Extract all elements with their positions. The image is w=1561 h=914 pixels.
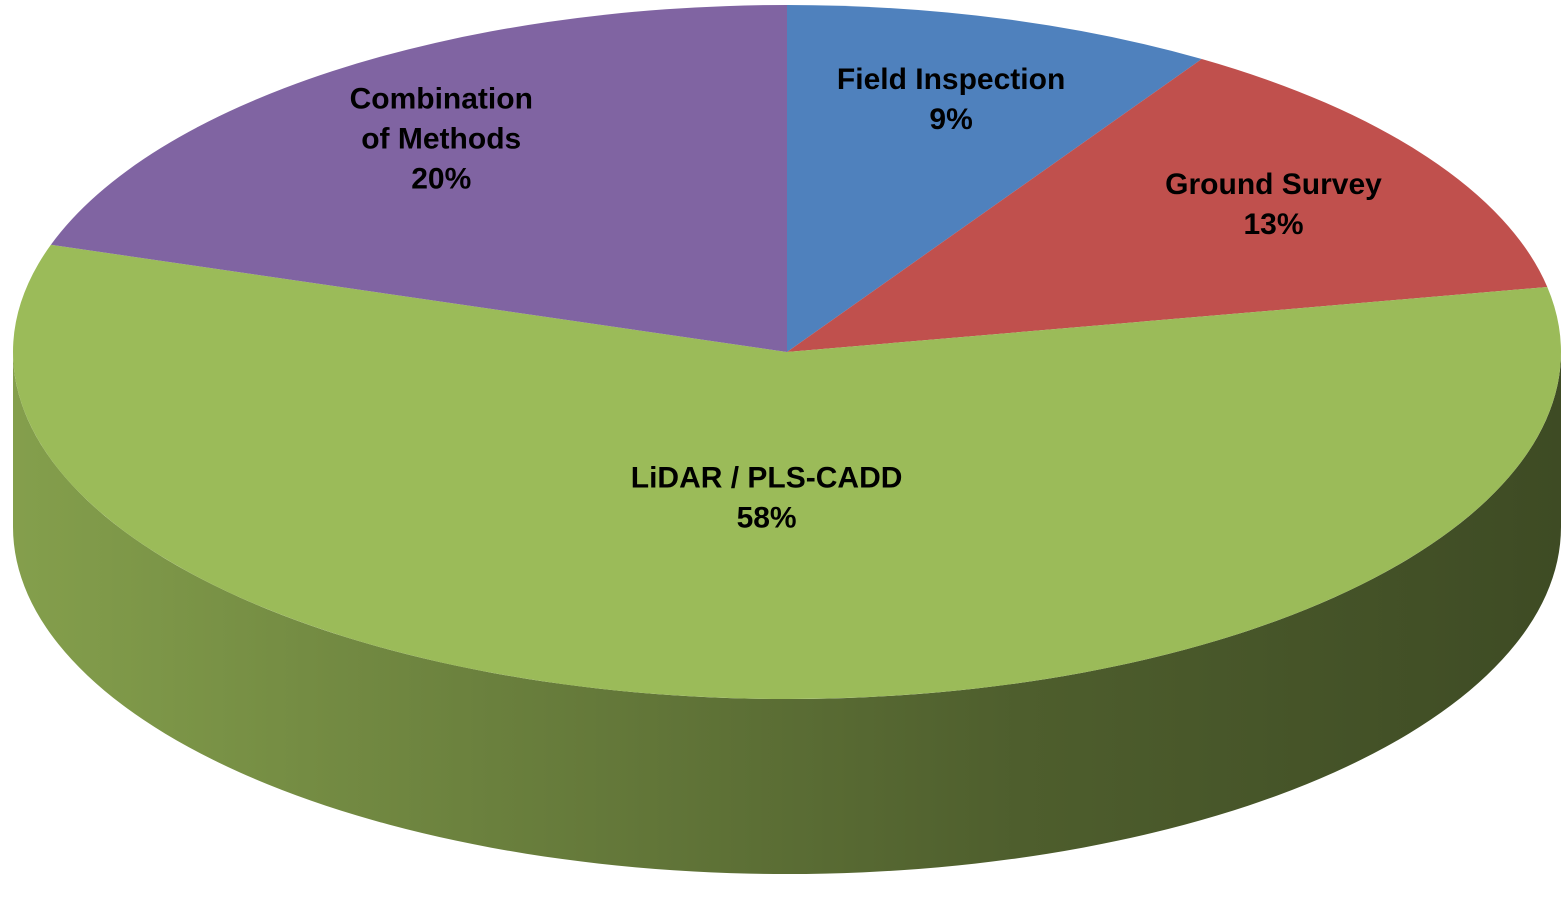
pie-side: [13, 352, 1561, 874]
pie-slice: [13, 244, 1561, 699]
label-line: Ground Survey: [1165, 168, 1382, 201]
label-line: Field Inspection: [837, 63, 1065, 96]
category-label: Field Inspection: [837, 63, 1065, 96]
category-label: LiDAR / PLS-CADD: [631, 461, 903, 494]
category-label: Ground Survey: [1165, 168, 1382, 201]
label-line: Combination: [350, 83, 533, 116]
label-line: LiDAR / PLS-CADD: [631, 461, 903, 494]
category-label: Combination of Methods: [350, 83, 533, 156]
label-line: of Methods: [361, 123, 521, 156]
value-label: 20%: [411, 163, 471, 196]
value-label: 13%: [1243, 208, 1303, 241]
pie-slice: [787, 5, 1202, 352]
value-label: 58%: [737, 501, 797, 534]
pie-slice: [787, 59, 1548, 352]
pie-slice: [50, 5, 787, 352]
value-label: 9%: [929, 103, 972, 136]
